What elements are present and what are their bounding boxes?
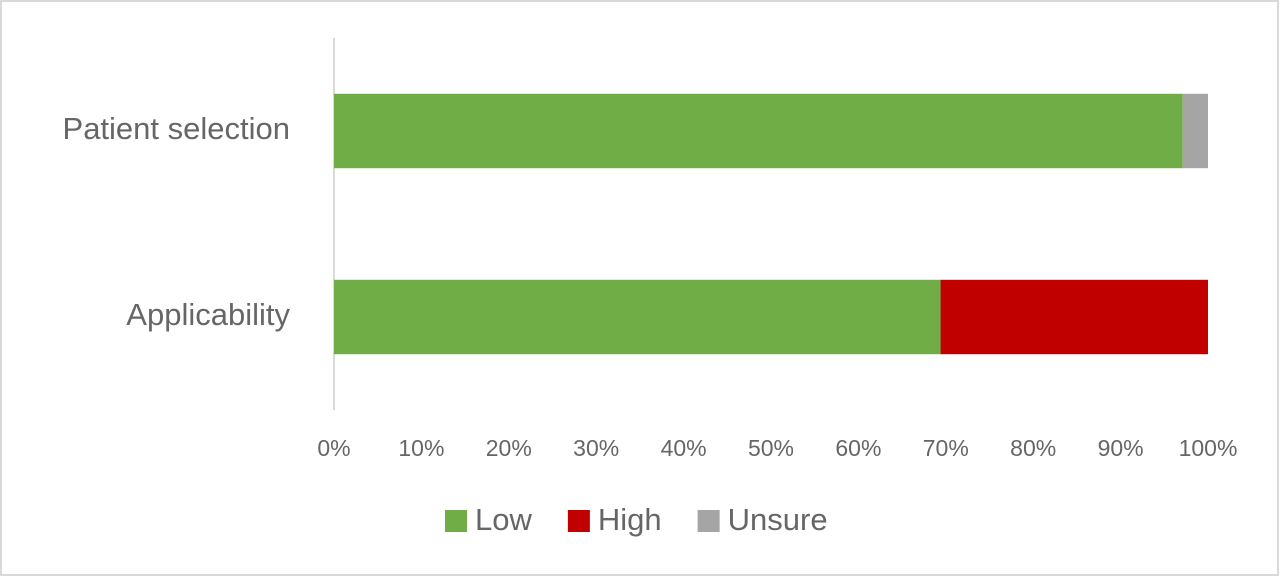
bar-segment [1182,93,1208,169]
x-tick-label: 30% [573,435,619,461]
x-tick-label: 50% [748,435,794,461]
category-label: Applicability [126,297,290,332]
x-tick-label: 60% [835,435,881,461]
x-tick-label: 100% [1179,435,1238,461]
legend-swatch [567,510,590,532]
x-tick-label: 0% [317,435,350,461]
x-tick-label: 20% [486,435,532,461]
legend-label: Unsure [728,502,828,537]
x-tick-label: 70% [923,435,969,461]
category-label: Patient selection [63,111,290,146]
bar-segment [940,279,1208,355]
x-tick-label: 90% [1098,435,1144,461]
x-tick-label: 10% [398,435,444,461]
bar-segment [334,279,941,355]
legend-swatch [445,510,467,532]
x-tick-label: 40% [661,435,707,461]
legend-label: High [598,502,662,537]
legend-label: Low [475,502,532,537]
x-tick-label: 80% [1010,435,1056,461]
bar-segment [334,93,1183,169]
legend-swatch [697,510,720,532]
